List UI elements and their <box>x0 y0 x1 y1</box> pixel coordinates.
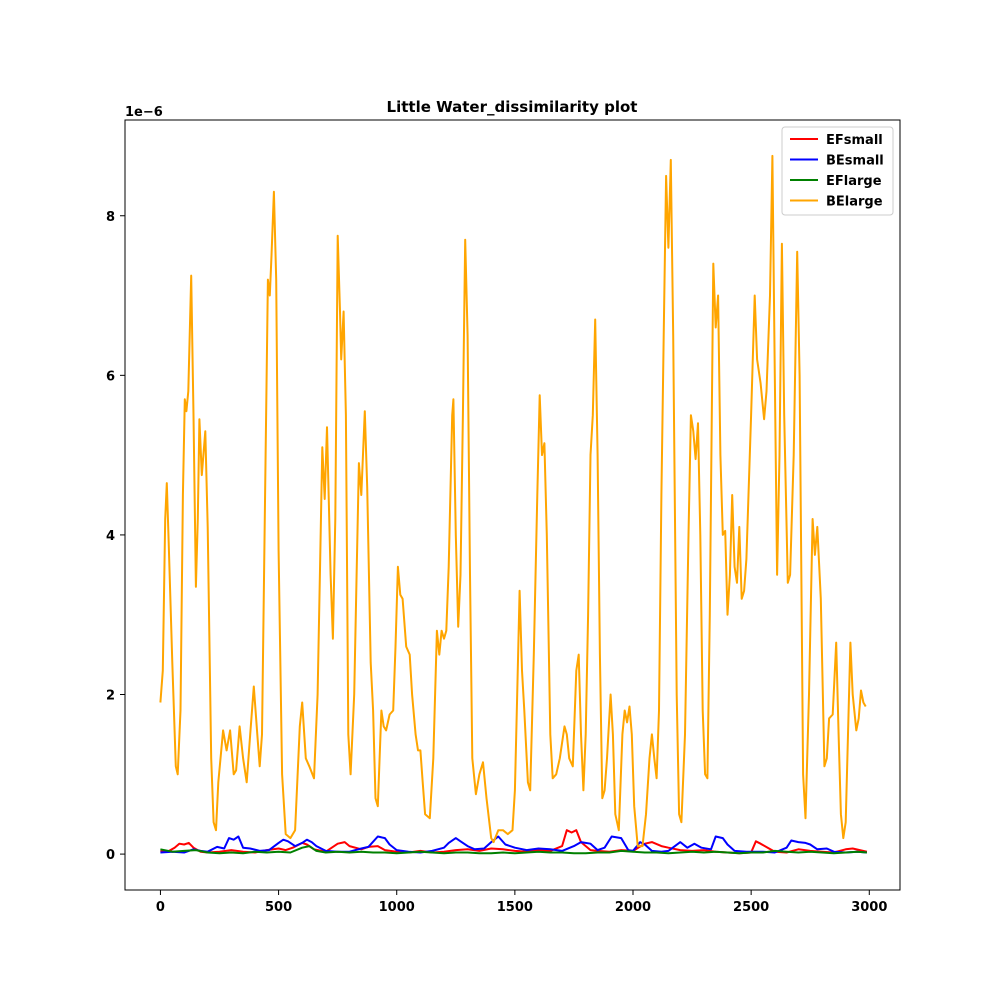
y-tick-label: 4 <box>106 529 115 544</box>
series-line-besmall <box>160 835 867 854</box>
x-tick-label: 1500 <box>497 900 533 915</box>
legend-label-belarge: BElarge <box>826 195 883 210</box>
x-tick-label: 2500 <box>733 900 769 915</box>
x-tick-label: 500 <box>265 900 292 915</box>
series-layer <box>159 154 868 855</box>
series-line-belarge <box>159 154 867 848</box>
x-tick-label: 1000 <box>379 900 415 915</box>
legend-label-besmall: BEsmall <box>826 154 884 169</box>
legend-label-eflarge: EFlarge <box>826 174 882 189</box>
legend-box <box>781 126 894 216</box>
legend-label-efsmall: EFsmall <box>826 133 883 148</box>
y-scale-offset-label: 1e−6 <box>125 105 163 120</box>
x-tick-label: 3000 <box>851 900 887 915</box>
axes-layer: 0 500 1000 1500 2000 2500 3000 0 2 4 6 8 <box>106 119 901 915</box>
y-tick-label: 2 <box>106 689 115 704</box>
plot-frame <box>124 119 901 891</box>
y-tick-label: 8 <box>106 210 115 225</box>
y-tick-label: 6 <box>106 369 115 384</box>
x-tick-label: 0 <box>156 900 165 915</box>
x-tick-label: 2000 <box>615 900 651 915</box>
series-line-eflarge <box>160 845 867 855</box>
legend: EFsmall BEsmall EFlarge BElarge <box>781 126 894 216</box>
chart-title: Little Water_dissimilarity plot <box>387 98 638 116</box>
y-tick-label: 0 <box>106 848 115 863</box>
